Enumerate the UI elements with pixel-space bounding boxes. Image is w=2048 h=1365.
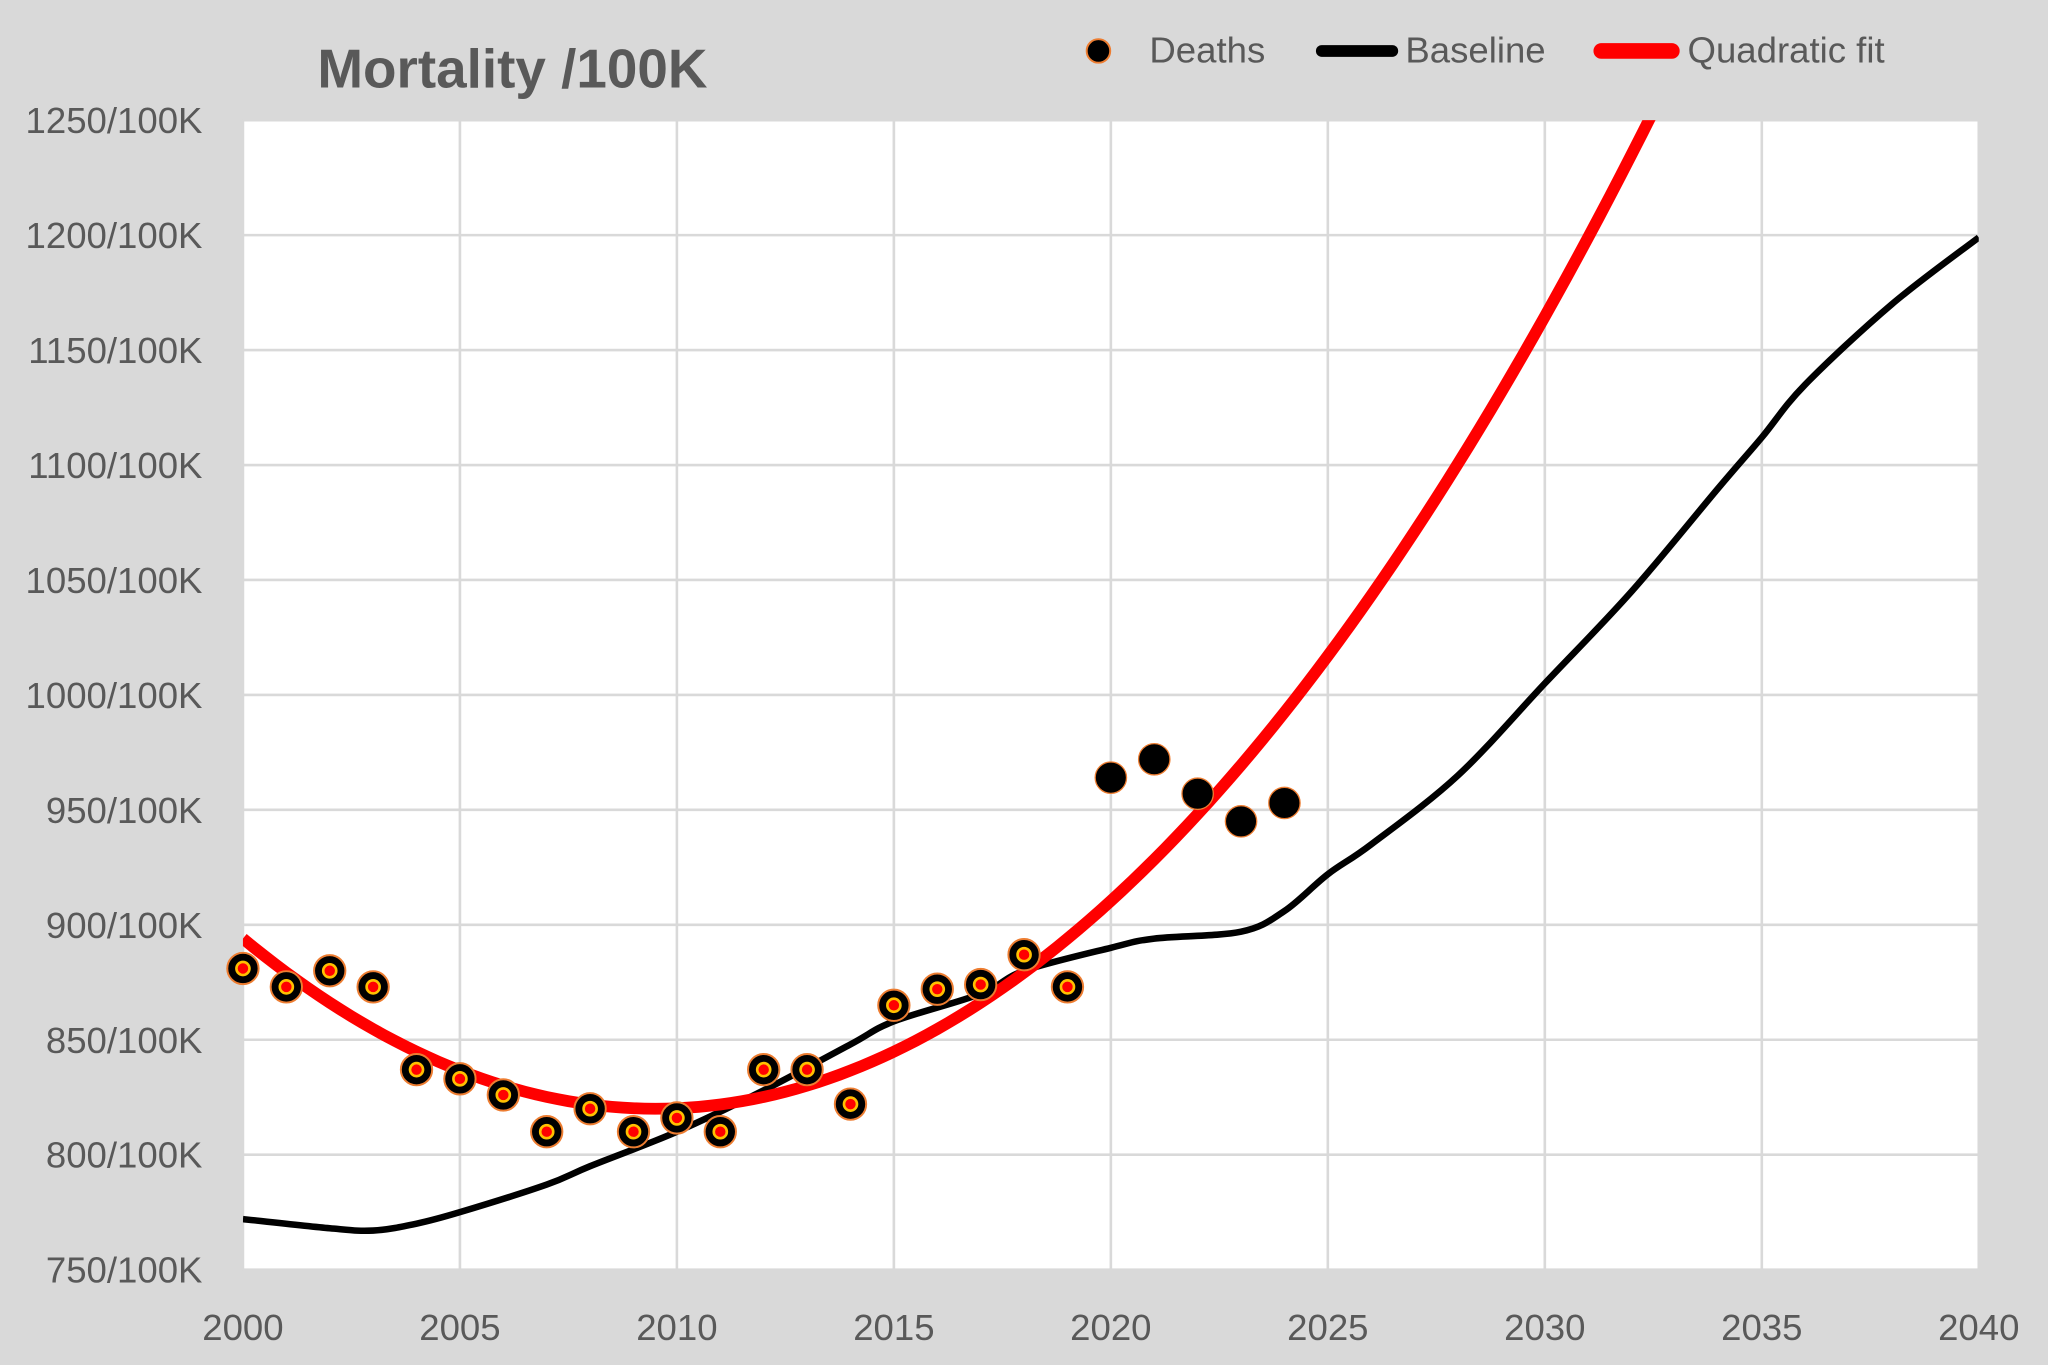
deaths-point [964,967,998,1002]
deaths-marker [1094,761,1128,794]
x-tick-label: 2025 [1287,1307,1368,1348]
deaths-marker-center [1059,979,1076,995]
legend-deaths-label: Deaths [1149,30,1265,71]
deaths-point [1224,805,1258,838]
deaths-point [269,970,303,1004]
deaths-point [226,951,260,986]
x-tick-label: 2005 [419,1307,500,1348]
deaths-point [920,972,954,1006]
deaths-marker-center [278,979,295,995]
deaths-point [313,954,347,988]
deaths-point [1094,761,1128,794]
deaths-point [1268,786,1301,820]
deaths-marker-center [495,1087,512,1103]
y-tick-label: 1100/100K [28,445,202,486]
deaths-marker-center [538,1123,555,1140]
deaths-point [877,988,911,1022]
deaths-marker-center [799,1061,815,1078]
y-tick-label: 950/100K [46,790,203,831]
deaths-point [660,1101,694,1135]
deaths-marker [1137,742,1171,776]
deaths-marker-center [755,1061,772,1078]
baseline-line [242,234,1979,1235]
deaths-marker-center [452,1070,468,1087]
x-tick-label: 2035 [1721,1307,1802,1348]
x-tick-label: 2015 [853,1307,934,1348]
deaths-marker-center [365,979,381,995]
deaths-marker [1224,805,1258,838]
x-tick-label: 2030 [1504,1307,1585,1348]
deaths-point [399,1052,434,1087]
y-tick-label: 1000/100K [26,675,203,716]
deaths-point [1181,777,1214,811]
y-tick-label: 1250/100K [26,100,203,141]
deaths-marker-center [669,1110,685,1126]
legend-deaths-marker [1085,38,1112,64]
legend-quadratic-label: Quadratic fit [1688,30,1885,71]
deaths-marker-center [712,1123,729,1140]
y-tick-label: 900/100K [46,905,203,946]
legend: Deaths Baseline Quadratic fit [1085,30,1885,71]
chart-title: Mortality /100K [317,38,707,100]
y-tick-label: 750/100K [46,1250,203,1291]
deaths-point [747,1052,781,1087]
deaths-point [833,1087,868,1121]
deaths-marker [1181,777,1214,811]
deaths-point [703,1115,737,1149]
deaths-point [790,1052,824,1087]
deaths-point [356,970,390,1004]
deaths-marker-center [408,1061,425,1078]
deaths-point [1050,970,1085,1004]
deaths-marker-center [582,1100,598,1117]
deaths-marker [1268,786,1301,820]
x-tick-label: 2000 [202,1307,283,1348]
deaths-marker-center [886,997,902,1014]
deaths-marker-center [1016,946,1032,963]
legend-baseline-label: Baseline [1405,30,1545,71]
deaths-point [573,1092,607,1126]
deaths-marker-center [929,981,946,998]
x-tick-label: 2020 [1070,1307,1151,1348]
deaths-marker-center [321,962,338,979]
y-tick-label: 1200/100K [26,215,203,256]
x-tick-label: 2040 [1938,1307,2019,1348]
deaths-marker-center [625,1123,642,1140]
deaths-marker-center [842,1096,859,1112]
quadratic-fit-line [242,120,1656,1115]
deaths-marker-center [235,960,251,977]
deaths-point [530,1115,564,1149]
y-tick-label: 1150/100K [28,330,202,371]
deaths-point [1007,938,1041,972]
deaths-point [443,1062,477,1096]
deaths-point [616,1115,651,1149]
deaths-point [486,1078,520,1112]
x-tick-label: 2010 [636,1307,717,1348]
y-tick-label: 850/100K [46,1020,203,1061]
y-tick-label: 1050/100K [26,560,203,601]
y-tick-label: 800/100K [46,1135,203,1176]
deaths-marker-center [972,976,989,993]
deaths-point [1137,742,1171,776]
